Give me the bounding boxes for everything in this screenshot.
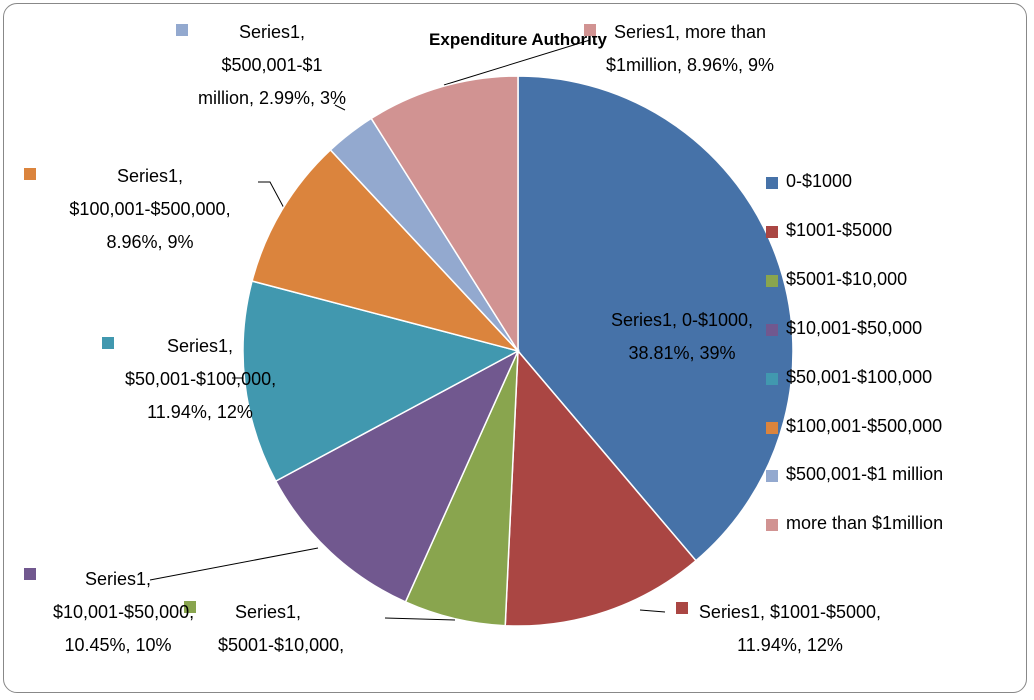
label-key [676,602,688,614]
pie-slice [504,349,697,627]
legend-label: more than $1million [786,513,944,534]
legend-label: $500,001-$1 million [786,464,944,485]
legend-label: $1001-$5000 [786,219,893,240]
leader-line [639,609,666,613]
chart-frame [3,3,1027,693]
legend-key [766,421,778,434]
data-label: Series1, $100,001-$500,000, 8.96%, 9% [69,166,231,252]
pie-slice [251,148,521,353]
legend-key [766,470,778,483]
legend-key [766,274,778,287]
data-label: Series1, $10,001-$50,000, 10.45%, 10% [53,569,195,655]
pie-slice [370,75,519,354]
legend-key [766,519,778,532]
pie-slice [274,349,520,603]
chart-title: Expenditure Authority [429,30,607,49]
legend-key [766,177,778,189]
pie-slice [242,280,521,483]
leader-line [149,547,319,581]
label-key [24,168,36,180]
leader-line [443,39,591,86]
data-label: Series1, 0-$1000, 38.81%, 39% [610,310,754,363]
legend-label: 0-$1000 [786,171,853,191]
legend-key [766,323,778,336]
data-label: Series1, $5001-$10,000, [218,602,345,655]
data-label: Series1, more than $1million, 8.96%, 9% [605,22,775,75]
legend-label: $5001-$10,000 [786,268,908,289]
data-label: Series1, $50,001-$100,000, 11.94%, 12% [125,336,277,422]
data-label: Series1, $1001-$5000, 11.94%, 12% [698,602,882,655]
leader-line [384,617,456,621]
label-key [176,24,188,36]
legend-label: $100,001-$500,000 [786,415,943,436]
label-key [24,568,36,580]
legend-key [766,225,778,238]
leader-line [258,181,286,211]
pie-slice [517,75,794,562]
label-key [584,24,596,36]
data-label: Series1, $500,001-$1 million, 2.99%, 3% [197,22,347,108]
legend-label: $50,001-$100,000 [786,366,933,387]
legend-key [766,372,778,385]
label-key [184,601,196,613]
legend-label: $10,001-$50,000 [786,317,923,338]
label-key [102,337,114,349]
leader-line [334,104,346,111]
